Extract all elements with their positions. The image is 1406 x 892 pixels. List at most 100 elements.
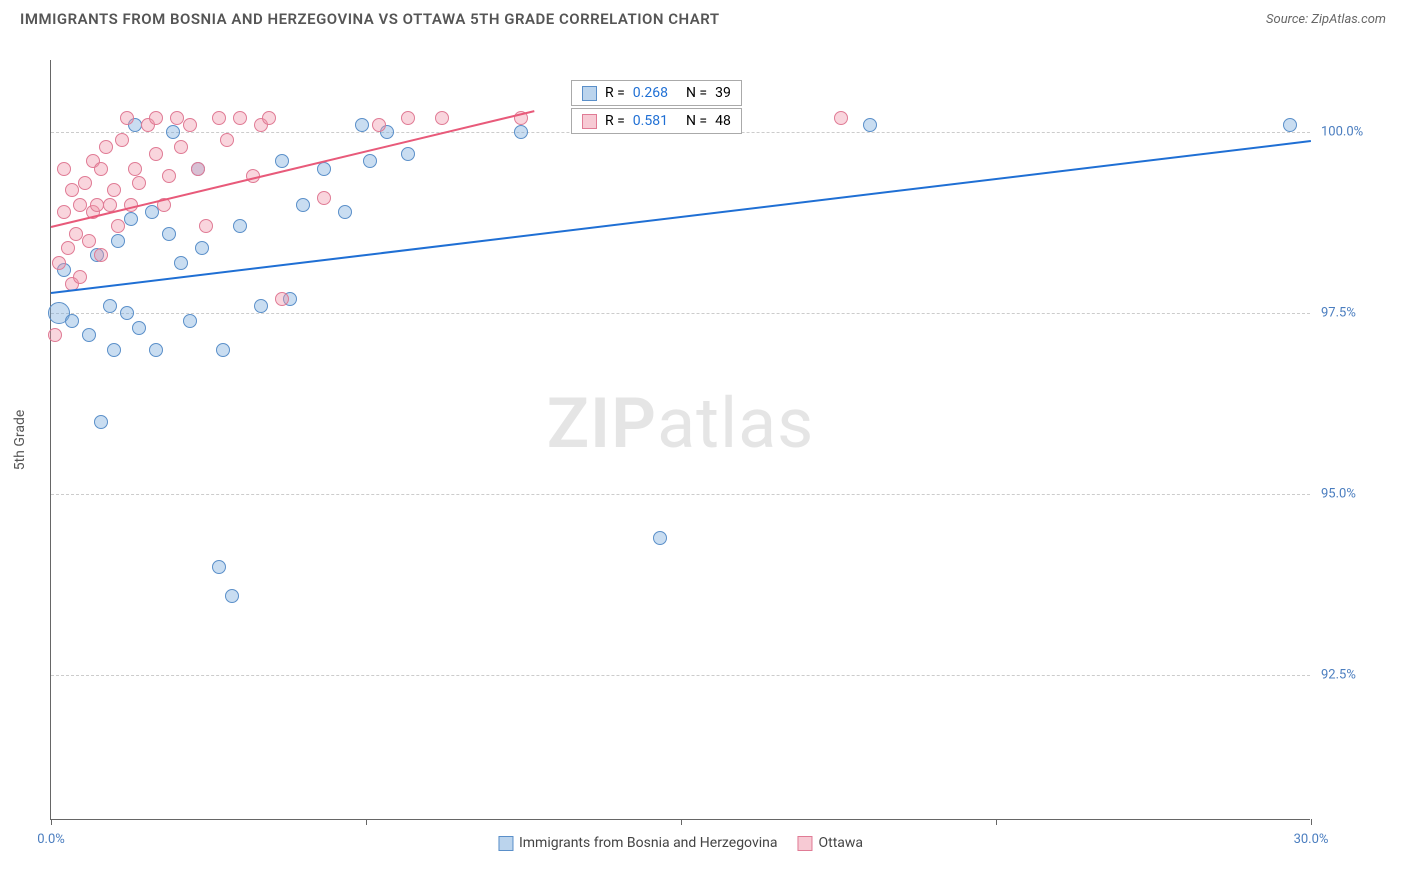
- stats-legend-blue: R = 0.268 N = 39: [571, 80, 742, 106]
- scatter-point-pink: [128, 162, 142, 176]
- scatter-point-blue: [225, 589, 239, 603]
- scatter-point-pink: [233, 111, 247, 125]
- scatter-point-blue: [254, 299, 268, 313]
- ytick-label: 97.5%: [1321, 306, 1356, 321]
- scatter-point-pink: [275, 292, 289, 306]
- legend-item-blue: Immigrants from Bosnia and Herzegovina: [498, 835, 778, 851]
- scatter-point-pink: [120, 111, 134, 125]
- y-axis-label: 5th Grade: [12, 410, 28, 471]
- stats-r-value-blue: 0.268: [633, 85, 668, 101]
- gridline: [51, 494, 1310, 495]
- scatter-point-pink: [435, 111, 449, 125]
- stats-r-label: R =: [605, 113, 625, 129]
- scatter-point-blue: [183, 314, 197, 328]
- scatter-point-blue: [94, 415, 108, 429]
- scatter-point-pink: [149, 147, 163, 161]
- watermark: ZIPatlas: [547, 383, 815, 465]
- header: IMMIGRANTS FROM BOSNIA AND HERZEGOVINA V…: [0, 0, 1406, 34]
- chart-container: 5th Grade ZIPatlas Immigrants from Bosni…: [50, 40, 1390, 840]
- stats-n-label: N =: [686, 85, 707, 101]
- scatter-point-blue: [124, 212, 138, 226]
- trendline-blue: [51, 140, 1311, 294]
- scatter-point-pink: [132, 176, 146, 190]
- watermark-zip: ZIP: [547, 383, 657, 465]
- scatter-point-blue: [162, 227, 176, 241]
- scatter-point-blue: [149, 343, 163, 357]
- legend-label-blue: Immigrants from Bosnia and Herzegovina: [519, 835, 778, 851]
- stats-n-label: N =: [686, 113, 707, 129]
- scatter-point-blue: [233, 219, 247, 233]
- ytick-label: 100.0%: [1321, 125, 1363, 140]
- scatter-point-pink: [115, 133, 129, 147]
- scatter-point-pink: [162, 169, 176, 183]
- scatter-point-pink: [52, 256, 66, 270]
- scatter-point-pink: [57, 205, 71, 219]
- scatter-point-pink: [174, 140, 188, 154]
- xtick-label: 30.0%: [1294, 832, 1329, 847]
- scatter-point-pink: [401, 111, 415, 125]
- scatter-point-blue: [514, 125, 528, 139]
- scatter-point-pink: [57, 162, 71, 176]
- scatter-point-blue: [863, 118, 877, 132]
- scatter-point-pink: [372, 118, 386, 132]
- stats-r-value-pink: 0.581: [633, 113, 668, 129]
- scatter-point-pink: [94, 162, 108, 176]
- stats-swatch-pink: [582, 114, 597, 129]
- scatter-point-blue: [111, 234, 125, 248]
- scatter-point-pink: [107, 183, 121, 197]
- scatter-point-blue: [355, 118, 369, 132]
- scatter-point-pink: [183, 118, 197, 132]
- xtick: [366, 819, 367, 825]
- scatter-point-blue: [107, 343, 121, 357]
- legend-label-pink: Ottawa: [818, 835, 863, 851]
- stats-swatch-blue: [582, 86, 597, 101]
- scatter-point-blue: [363, 154, 377, 168]
- scatter-point-blue: [82, 328, 96, 342]
- xtick: [1311, 819, 1312, 825]
- scatter-point-blue: [103, 299, 117, 313]
- legend-swatch-blue: [498, 836, 513, 851]
- stats-legend-pink: R = 0.581 N = 48: [571, 108, 742, 134]
- trendline-pink: [51, 111, 534, 229]
- stats-n-value-pink: 48: [715, 113, 731, 129]
- scatter-point-blue: [1283, 118, 1297, 132]
- scatter-point-pink: [191, 162, 205, 176]
- scatter-point-pink: [262, 111, 276, 125]
- plot-area: ZIPatlas Immigrants from Bosnia and Herz…: [50, 60, 1310, 820]
- scatter-point-pink: [65, 183, 79, 197]
- scatter-point-blue: [120, 306, 134, 320]
- scatter-point-blue: [653, 531, 667, 545]
- scatter-point-blue: [275, 154, 289, 168]
- xtick: [996, 819, 997, 825]
- bottom-legend: Immigrants from Bosnia and Herzegovina O…: [498, 835, 863, 851]
- gridline: [51, 313, 1310, 314]
- legend-swatch-pink: [797, 836, 812, 851]
- ytick-label: 95.0%: [1321, 487, 1356, 502]
- scatter-point-blue: [212, 560, 226, 574]
- scatter-point-blue: [174, 256, 188, 270]
- gridline: [51, 675, 1310, 676]
- scatter-point-pink: [48, 328, 62, 342]
- legend-item-pink: Ottawa: [797, 835, 863, 851]
- scatter-point-pink: [61, 241, 75, 255]
- scatter-point-blue: [296, 198, 310, 212]
- scatter-point-blue: [65, 314, 79, 328]
- stats-r-label: R =: [605, 85, 625, 101]
- scatter-point-pink: [317, 191, 331, 205]
- scatter-point-blue: [166, 125, 180, 139]
- scatter-point-blue: [145, 205, 159, 219]
- ytick-label: 92.5%: [1321, 668, 1356, 683]
- scatter-point-pink: [82, 234, 96, 248]
- scatter-point-pink: [78, 176, 92, 190]
- scatter-point-pink: [111, 219, 125, 233]
- scatter-point-blue: [132, 321, 146, 335]
- scatter-point-blue: [195, 241, 209, 255]
- scatter-point-pink: [149, 111, 163, 125]
- scatter-point-blue: [338, 205, 352, 219]
- scatter-point-pink: [99, 140, 113, 154]
- scatter-point-pink: [199, 219, 213, 233]
- stats-n-value-blue: 39: [715, 85, 731, 101]
- scatter-point-pink: [94, 248, 108, 262]
- scatter-point-pink: [220, 133, 234, 147]
- scatter-point-blue: [401, 147, 415, 161]
